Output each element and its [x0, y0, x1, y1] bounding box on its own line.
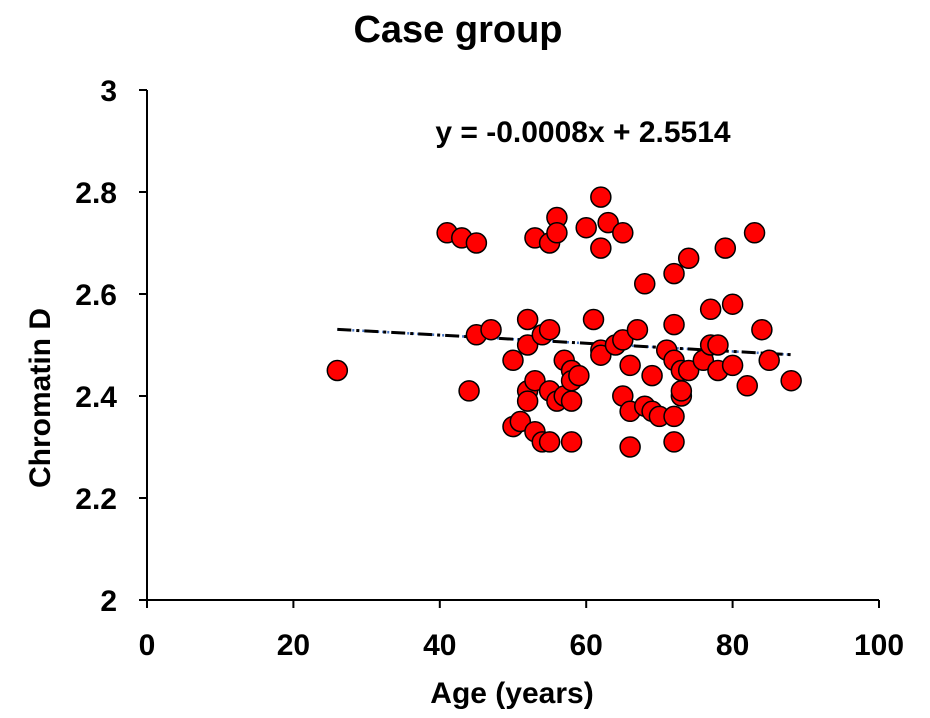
y-tick-label: 3 [100, 75, 117, 108]
data-point [538, 318, 561, 341]
data-point [465, 232, 488, 254]
data-point [721, 293, 744, 315]
axes: 0 20 40 60 80 100 2 2.2 2.4 2.6 2.8 3 [75, 75, 904, 662]
data-point [458, 380, 480, 402]
data-point [590, 237, 612, 259]
x-tick-label: 0 [139, 629, 156, 662]
x-tick-label: 80 [716, 629, 749, 662]
data-point [516, 308, 539, 331]
data-point [751, 318, 773, 341]
x-tick-label: 60 [570, 629, 603, 662]
data-point [641, 364, 663, 387]
data-point [590, 186, 612, 208]
x-tick-label: 100 [854, 629, 904, 662]
y-tick-label: 2.2 [75, 483, 117, 516]
data-point [677, 359, 700, 382]
data-point [538, 431, 561, 453]
data-point [663, 431, 685, 453]
x-axis-title: Age (years) [430, 677, 593, 710]
data-point [699, 298, 722, 321]
y-tick-label: 2.8 [75, 177, 117, 210]
data-point [626, 318, 649, 341]
data-point [634, 273, 656, 295]
data-point [619, 354, 641, 377]
data-point [663, 405, 685, 428]
x-tick-label: 20 [277, 629, 310, 662]
y-axis-title: Chromatin D [24, 308, 57, 488]
y-tick-label: 2.6 [75, 279, 117, 312]
data-point [560, 390, 583, 412]
data-point [663, 262, 685, 285]
data-point [736, 375, 758, 397]
data-point [670, 380, 693, 402]
data-point [516, 334, 539, 356]
data-point [509, 410, 532, 433]
data-point [590, 344, 612, 366]
data-point [707, 334, 729, 356]
data-point [619, 436, 641, 458]
data-point [480, 318, 502, 341]
data-point [546, 222, 568, 244]
y-tick-label: 2.4 [75, 381, 117, 414]
chart-title: Case group [353, 9, 562, 51]
y-tick-label: 2 [100, 585, 117, 618]
data-point [714, 237, 737, 259]
data-point [560, 431, 583, 453]
data-point [326, 359, 349, 382]
data-point [524, 369, 546, 392]
data-point [575, 216, 597, 239]
data-point [597, 211, 619, 234]
data-point [663, 313, 685, 336]
data-point [677, 247, 700, 270]
data-point [612, 222, 634, 244]
data-point [743, 222, 766, 244]
data-point [758, 349, 780, 372]
data-points [326, 186, 802, 458]
data-point [502, 349, 524, 372]
data-point [516, 390, 539, 412]
data-point [721, 354, 744, 377]
x-tick-label: 40 [423, 629, 456, 662]
data-point [568, 364, 590, 387]
data-point [612, 329, 634, 351]
data-point [780, 369, 802, 392]
trendline-equation: y = -0.0008x + 2.5514 [435, 116, 731, 149]
data-point [582, 308, 605, 331]
